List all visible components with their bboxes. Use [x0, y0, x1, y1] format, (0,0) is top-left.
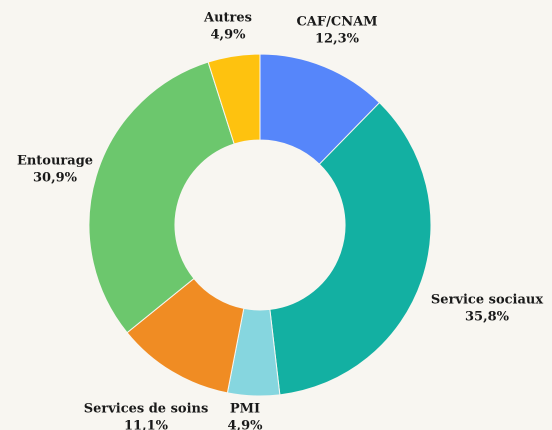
segment-value: 35,8%	[465, 310, 510, 325]
segment-label: Autres	[203, 11, 252, 26]
segment-label: PMI	[230, 402, 260, 417]
segment-value: 12,3%	[315, 32, 360, 47]
segment-value: 30,9%	[33, 171, 78, 186]
segment-label: Service sociaux	[431, 293, 543, 308]
donut-segment	[269, 101, 432, 396]
segment-label: Entourage	[17, 154, 93, 169]
segment-value: 4,9%	[228, 419, 264, 430]
segment-label: CAF/CNAM	[296, 15, 377, 30]
segment-value: 11,1%	[124, 419, 169, 430]
segment-label: Services de soins	[84, 402, 209, 417]
segment-value: 4,9%	[211, 28, 247, 43]
donut-segment	[88, 61, 235, 334]
donut-segment	[207, 53, 261, 145]
